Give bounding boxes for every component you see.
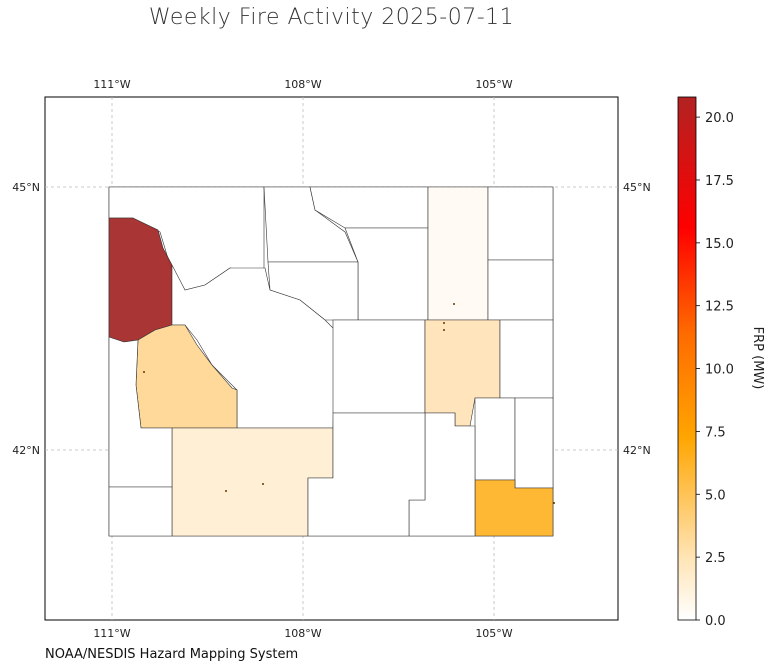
- county: [499, 319, 554, 399]
- county: [487, 259, 554, 321]
- lon-tick-bottom: 105°W: [475, 627, 512, 640]
- colorbar-tick-label: 0.0: [705, 614, 726, 629]
- colorbar-tick-label: 20.0: [705, 111, 734, 126]
- colorbar-tick-label: 5.0: [705, 488, 726, 503]
- colorbar-tick-label: 17.5: [705, 174, 734, 189]
- source-credit: NOAA/NESDIS Hazard Mapping System: [45, 647, 299, 662]
- colorbar-tick-label: 12.5: [705, 300, 734, 315]
- county: [514, 397, 554, 489]
- county-weston: [427, 186, 489, 321]
- lon-tick-top: 111°W: [93, 78, 130, 91]
- colorbar-tick-label: 2.5: [705, 551, 726, 566]
- counties: [108, 186, 554, 537]
- county: [474, 397, 516, 481]
- fire-point: [225, 490, 227, 492]
- county-laramie: [474, 479, 554, 537]
- lat-tick-left: 45°N: [12, 181, 40, 194]
- colorbar-tick-label: 15.0: [705, 237, 734, 252]
- colorbar-tick-label: 10.0: [705, 363, 734, 378]
- lon-tick-top: 108°W: [284, 78, 321, 91]
- lon-tick-bottom: 111°W: [93, 627, 130, 640]
- fire-point: [453, 303, 455, 305]
- fire-point: [262, 483, 264, 485]
- colorbar-label: FRP (MW): [750, 327, 765, 390]
- county: [307, 412, 426, 537]
- map-title: Weekly Fire Activity 2025-07-11: [148, 5, 515, 30]
- lat-tick-right: 42°N: [623, 444, 651, 457]
- county: [332, 319, 426, 414]
- colorbar-ticks: 0.0 2.5 5.0 7.5 10.0 12.5 15.0 17.5 20.0: [696, 111, 734, 629]
- fire-point: [143, 371, 145, 373]
- colorbar-tick-label: 7.5: [705, 425, 726, 440]
- fire-detections: [143, 303, 555, 504]
- fire-point: [443, 322, 445, 324]
- lat-tick-right: 45°N: [623, 181, 651, 194]
- lat-tick-left: 42°N: [12, 444, 40, 457]
- colorbar-scale: [677, 96, 697, 621]
- lon-tick-bottom: 108°W: [284, 627, 321, 640]
- county: [487, 186, 554, 261]
- lon-tick-top: 105°W: [475, 78, 512, 91]
- tick-labels: 111°W 108°W 105°W 111°W 108°W 105°W 45°N…: [12, 78, 650, 640]
- fire-point: [443, 329, 445, 331]
- county: [108, 486, 173, 537]
- fire-point: [553, 502, 555, 504]
- colorbar: 0.0 2.5 5.0 7.5 10.0 12.5 15.0 17.5 20.0 FRP (MW…: [677, 96, 765, 629]
